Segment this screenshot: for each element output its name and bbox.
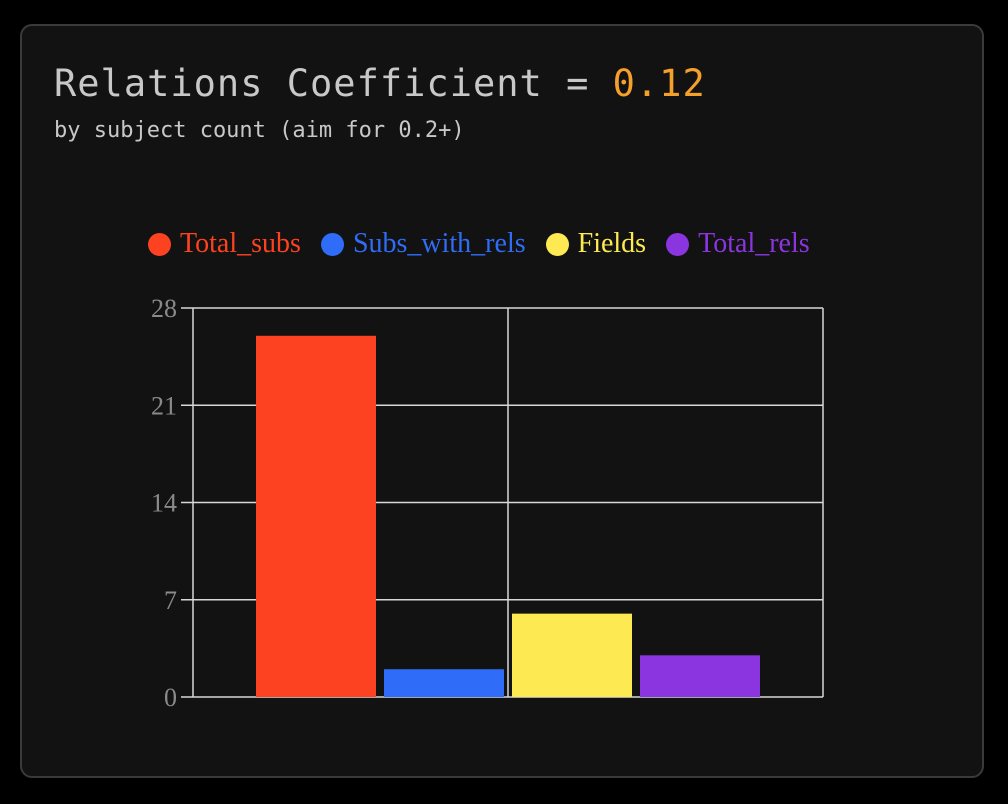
legend-item-fields[interactable]: Fields bbox=[545, 228, 647, 260]
legend-item-total-subs[interactable]: Total_subs bbox=[148, 228, 301, 260]
legend-swatch-total-rels bbox=[666, 232, 690, 256]
bar-subs-with-rels bbox=[384, 669, 504, 697]
legend-swatch-subs-with-rels bbox=[320, 232, 344, 256]
chart-title: Relations Coefficient = 0.12 bbox=[54, 62, 706, 105]
chart-legend: Total_subs Subs_with_rels Fields Total_r… bbox=[148, 228, 830, 260]
legend-label-total-subs: Total_subs bbox=[180, 228, 301, 259]
legend-label-fields: Fields bbox=[577, 228, 647, 259]
title-prefix: Relations Coefficient = bbox=[54, 62, 613, 105]
legend-swatch-total-subs bbox=[148, 232, 171, 256]
bar-fields bbox=[512, 613, 632, 697]
legend-swatch-fields bbox=[545, 232, 569, 256]
bar-total-rels bbox=[640, 655, 760, 697]
y-tick-label: 21 bbox=[151, 391, 177, 420]
y-tick-label: 14 bbox=[151, 489, 177, 518]
legend-label-subs-with-rels: Subs_with_rels bbox=[352, 228, 526, 259]
legend-item-subs-with-rels[interactable]: Subs_with_rels bbox=[320, 228, 526, 260]
chart-subtitle: by subject count (aim for 0.2+) bbox=[54, 118, 465, 143]
y-tick-label: 28 bbox=[151, 294, 177, 323]
y-tick-label: 7 bbox=[164, 586, 177, 615]
coefficient-value: 0.12 bbox=[612, 62, 706, 105]
bar-total-subs bbox=[256, 335, 376, 697]
y-tick-label: 0 bbox=[164, 683, 177, 712]
legend-item-total-rels[interactable]: Total_rels bbox=[666, 228, 810, 260]
legend-label-total-rels: Total_rels bbox=[698, 228, 810, 259]
